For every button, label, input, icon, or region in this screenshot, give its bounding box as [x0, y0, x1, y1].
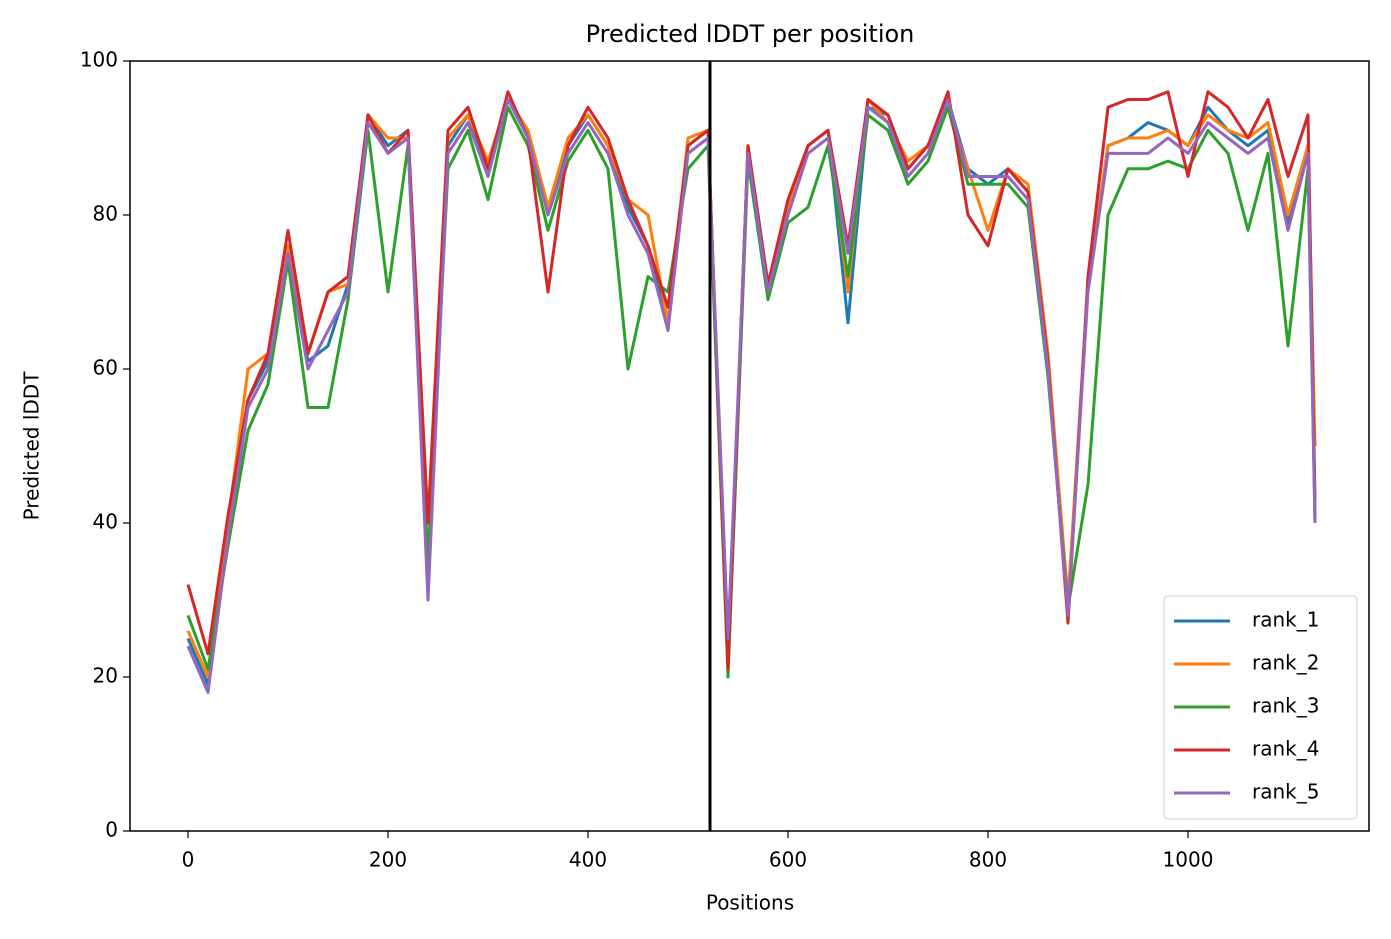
y-tick-label: 80 [93, 202, 118, 226]
y-tick-label: 40 [93, 510, 118, 534]
plot-frame [129, 60, 1370, 832]
y-tick-label: 20 [93, 664, 118, 688]
chart-title: Predicted lDDT per position [586, 20, 915, 48]
x-tick-label: 800 [969, 848, 1007, 872]
x-tick-label: 0 [182, 848, 195, 872]
y-tick-label: 60 [93, 356, 118, 380]
legend-box [1163, 595, 1358, 820]
x-tick-label: 600 [769, 848, 807, 872]
y-tick-label: 100 [80, 48, 118, 72]
legend-label: rank_3 [1252, 694, 1319, 718]
y-tick-label: 0 [105, 818, 118, 842]
x-tick-label: 400 [569, 848, 607, 872]
x-tick-label: 1000 [1163, 848, 1214, 872]
x-tick-label: 200 [369, 848, 407, 872]
legend-label: rank_4 [1252, 737, 1319, 761]
legend-label: rank_1 [1252, 608, 1319, 632]
series-line [186, 98, 1317, 694]
x-axis-label: Positions [706, 891, 794, 915]
legend-label: rank_5 [1252, 780, 1319, 804]
y-axis-label: Predicted lDDT [20, 371, 44, 521]
legend-label: rank_2 [1252, 651, 1319, 675]
